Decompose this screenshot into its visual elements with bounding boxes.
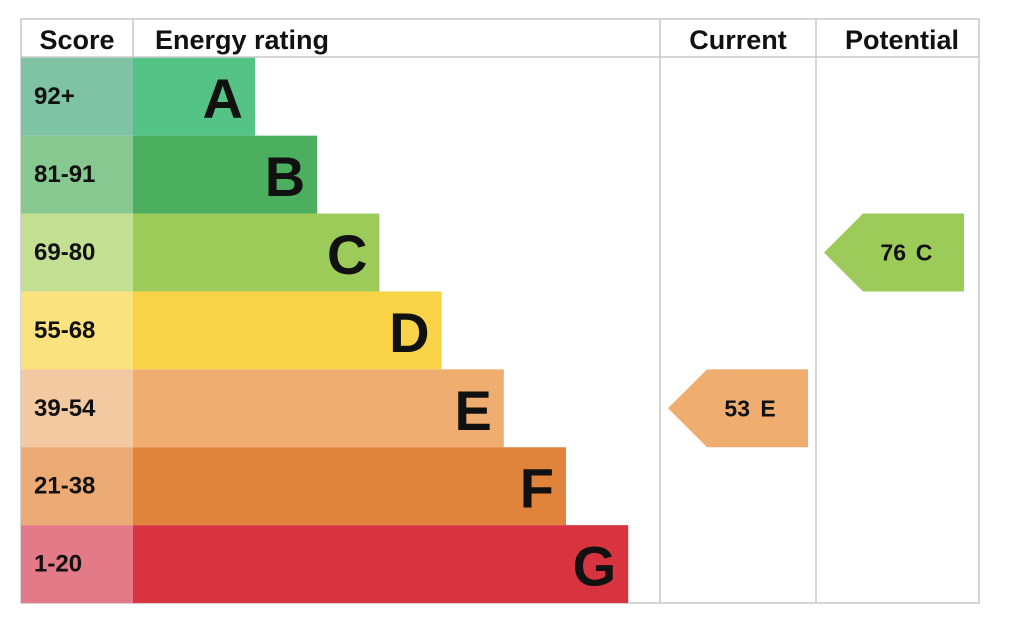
score-cell [21, 135, 133, 214]
current-header: Current [689, 25, 787, 55]
score-cell [21, 57, 133, 136]
score-range: 92+ [34, 83, 75, 110]
current-letter: E [760, 395, 775, 421]
score-cell [21, 447, 133, 526]
rating-bar [133, 447, 566, 526]
score-range: 81-91 [34, 161, 95, 188]
rating-letter: E [454, 379, 491, 442]
rating-letter: C [327, 223, 367, 286]
score-cell [21, 525, 133, 604]
rating-bar [133, 213, 380, 292]
rating-bar [133, 57, 255, 136]
rating-bar [133, 369, 504, 448]
rating-letter: G [573, 535, 617, 598]
score-cell [21, 213, 133, 292]
score-range: 1-20 [34, 551, 82, 578]
rating-header: Energy rating [155, 25, 329, 55]
rating-letter: F [520, 457, 554, 520]
rating-letter: D [389, 301, 429, 364]
potential-header: Potential [845, 25, 959, 55]
score-range: 69-80 [34, 239, 95, 266]
score-cell [21, 291, 133, 370]
rating-letter: B [265, 145, 305, 208]
score-header: Score [39, 25, 114, 55]
current-score: 53 [724, 395, 750, 421]
score-range: 39-54 [34, 395, 96, 422]
rating-bar [133, 525, 629, 604]
potential-letter: C [916, 240, 933, 266]
score-cell [21, 369, 133, 448]
rating-bar [133, 291, 442, 370]
rating-letter: A [203, 67, 243, 130]
potential-score: 76 [880, 240, 906, 266]
score-range: 21-38 [34, 473, 95, 500]
score-range: 55-68 [34, 317, 95, 344]
current-arrow [668, 369, 808, 448]
rating-bar [133, 135, 318, 214]
potential-arrow [824, 213, 964, 292]
